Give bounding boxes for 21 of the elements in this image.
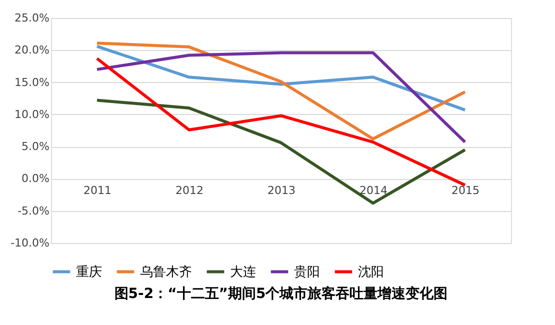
y-tick-label: -5.0%: [18, 204, 50, 218]
y-tick-label: 10.0%: [14, 108, 50, 121]
line-series: [96, 44, 466, 112]
x-tick-label: 2013: [268, 184, 296, 198]
legend-label: 沈阳: [358, 264, 384, 280]
legend-label: 重庆: [76, 264, 102, 280]
x-tick-label: 2014: [360, 184, 388, 198]
line-series: [96, 57, 466, 187]
y-tick-label: -10.0%: [10, 236, 50, 250]
x-tick-label: 2012: [176, 184, 204, 198]
y-tick-label: 15.0%: [14, 76, 50, 89]
y-tick-label: 0.0%: [22, 172, 50, 186]
text: 图5-2：“十二五”期间5个城市旅客吞吐量增速变化图: [114, 285, 448, 302]
x-tick-label: 2011: [84, 184, 112, 198]
x-tick-label: 2015: [452, 184, 480, 198]
y-tick-label: 25.0%: [14, 12, 50, 24]
y-tick-label: 5.0%: [22, 140, 50, 154]
legend-label: 乌鲁木齐: [140, 264, 192, 280]
y-tick-label: 20.0%: [14, 44, 50, 57]
legend-label: 贵阳: [294, 264, 320, 280]
legend-label: 大连: [230, 264, 256, 280]
